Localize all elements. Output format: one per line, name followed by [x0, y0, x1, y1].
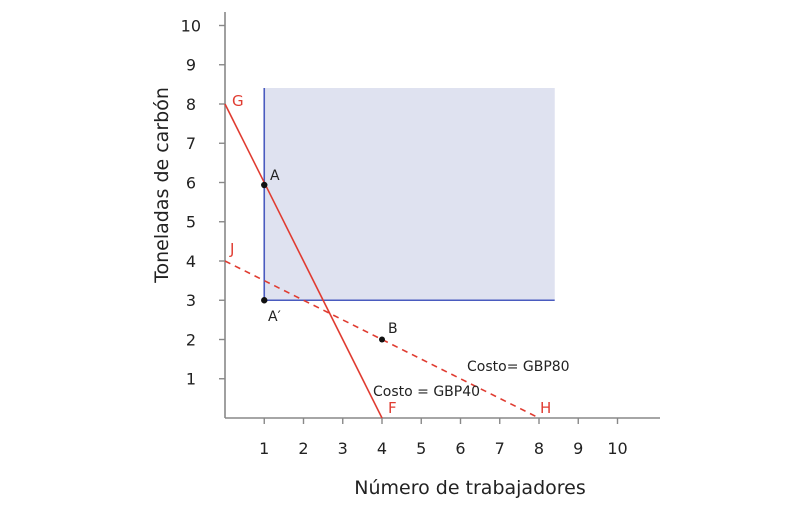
x-axis-title: Número de trabajadores — [354, 477, 586, 499]
svg-text:3: 3 — [186, 291, 196, 310]
label-H: H — [540, 399, 551, 417]
x-ticks — [263, 418, 619, 424]
point-B — [379, 336, 385, 343]
isocost-line-40 — [224, 103, 383, 419]
y-ticks — [219, 24, 225, 380]
point-A — [261, 181, 268, 189]
svg-text:4: 4 — [377, 439, 387, 458]
svg-text:10: 10 — [181, 16, 201, 35]
y-axis-title: Toneladas de carbón — [151, 87, 173, 284]
svg-text:8: 8 — [534, 439, 544, 458]
label-F: F — [388, 399, 397, 417]
svg-text:1: 1 — [186, 370, 196, 389]
label-B: B — [388, 321, 398, 337]
svg-text:7: 7 — [186, 134, 196, 153]
svg-text:9: 9 — [573, 439, 583, 458]
point-A-prime — [261, 297, 268, 304]
y-tick-labels: 1 2 3 4 5 6 7 8 9 10 — [181, 16, 201, 388]
svg-text:1: 1 — [259, 439, 269, 458]
label-A: A — [270, 168, 280, 184]
isocost-line-80 — [224, 260, 540, 419]
svg-text:8: 8 — [186, 95, 196, 114]
label-A-prime: A′ — [268, 309, 281, 325]
label-J: J — [229, 240, 234, 258]
cost-80-label: Costo= GBP80 — [467, 359, 570, 375]
svg-text:6: 6 — [186, 173, 196, 192]
svg-text:7: 7 — [495, 439, 505, 458]
svg-text:6: 6 — [455, 439, 465, 458]
svg-text:2: 2 — [186, 330, 196, 349]
label-G: G — [232, 92, 244, 110]
svg-text:5: 5 — [186, 213, 196, 232]
svg-text:5: 5 — [416, 439, 426, 458]
svg-text:10: 10 — [607, 439, 627, 458]
shaded-region — [264, 88, 555, 300]
svg-text:3: 3 — [338, 439, 348, 458]
x-tick-labels: 1 2 3 4 5 6 7 8 9 10 — [259, 439, 628, 458]
svg-text:2: 2 — [298, 439, 308, 458]
cost-40-label: Costo = GBP40 — [373, 384, 480, 400]
svg-text:4: 4 — [186, 252, 196, 271]
svg-text:9: 9 — [186, 56, 196, 75]
